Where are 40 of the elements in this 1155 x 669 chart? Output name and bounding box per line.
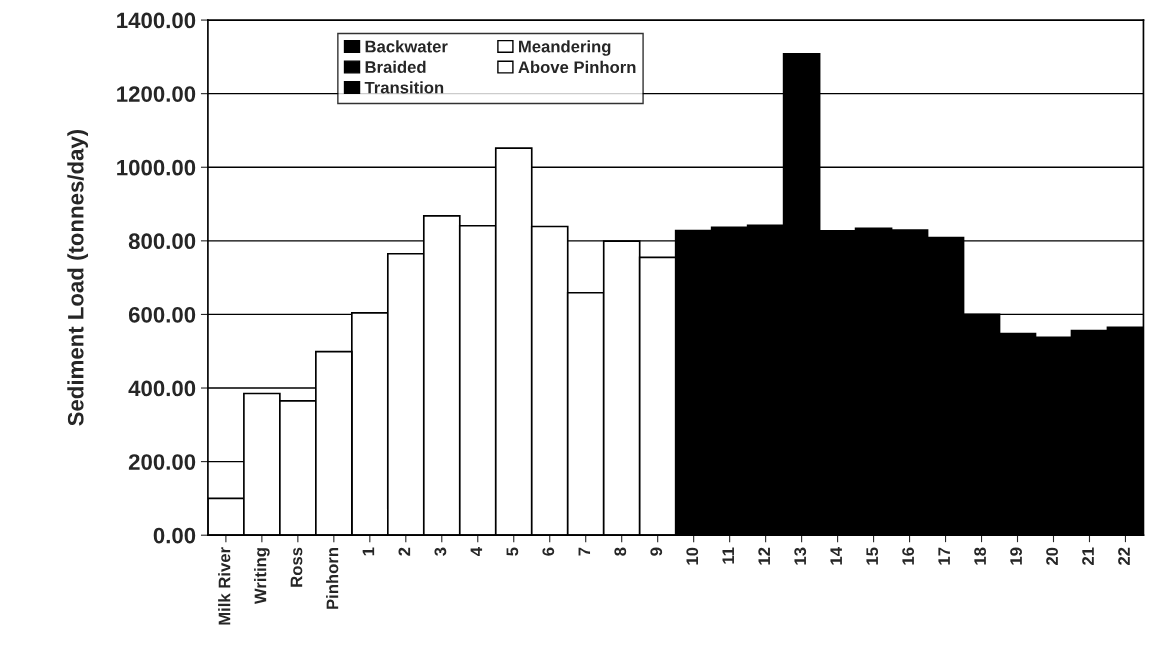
x-tick-label: 17 [938,547,950,565]
x-tick-label: 7 [578,547,591,556]
y-tick-label: 400.00 [128,380,196,397]
x-tick-label: 20 [1046,547,1058,565]
x-tick-label: Pinhorn [326,548,339,609]
x-tick-label: 13 [794,547,807,565]
x-tick-label: 14 [830,547,842,565]
y-tick-label: 200.00 [128,454,196,470]
y-tick-label: 0.00 [153,527,196,544]
y-tick-label: 800.00 [128,233,196,250]
legend-label: Transition [364,81,444,94]
x-tick-label: 2 [398,547,411,556]
x-tick-label: 18 [974,547,986,565]
x-tick-label: Milk River [218,547,231,625]
y-tick-label: 1400.00 [117,12,196,29]
x-tick-label: 22 [1118,547,1130,565]
x-tick-label: Writing [254,548,270,605]
x-tick-label: 4 [470,547,483,557]
x-tick-label: Ross [290,547,303,587]
y-tick-label: 1000.00 [117,159,196,176]
x-tick-label: 10 [686,547,699,565]
x-tick-label: 1 [362,547,375,556]
y-tick-label: 1200.00 [117,86,196,102]
x-tick-label: 19 [1010,547,1022,565]
x-tick-label: 5 [506,547,519,556]
x-tick-label: 16 [902,547,915,565]
x-tick-label: 11 [722,547,734,564]
x-tick-label: 3 [434,547,447,556]
legend-label: Above Pinhorn [518,60,636,74]
x-tick-label: 6 [542,547,555,556]
x-tick-label: 12 [758,547,770,565]
y-axis-title: Sediment Load (tonnes/day) [67,129,88,426]
x-tick-label: 9 [650,547,663,556]
legend-label: Meandering [519,40,611,56]
x-tick-label: 15 [866,547,879,565]
x-tick-label: 8 [614,547,627,556]
y-tick-label: 600.00 [128,306,196,323]
legend-label: Braided [365,60,426,73]
x-tick-label: 21 [1082,547,1094,565]
legend-label: Backwater [365,40,448,53]
